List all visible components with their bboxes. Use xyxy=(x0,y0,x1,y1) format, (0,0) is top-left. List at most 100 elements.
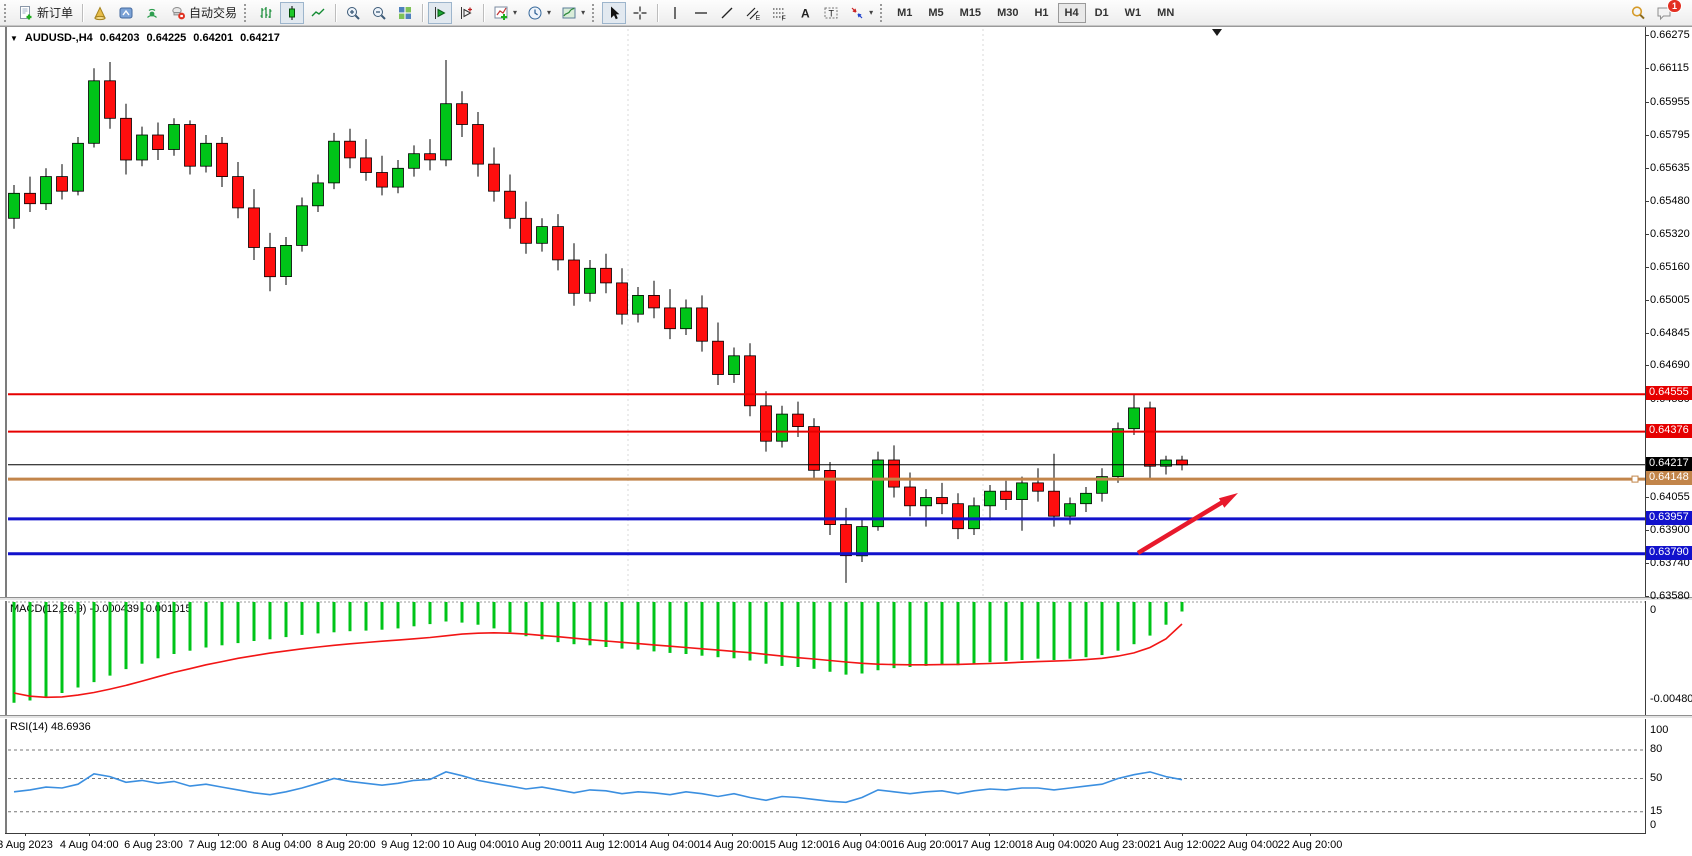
timeframe-button-M30[interactable]: M30 xyxy=(990,3,1025,23)
time-label: 6 Aug 23:00 xyxy=(124,839,183,851)
new-order-button[interactable]: 新订单 xyxy=(14,2,77,24)
time-tick xyxy=(796,833,797,836)
line-chart-button[interactable] xyxy=(306,2,330,24)
toolbar-separator xyxy=(657,3,659,22)
timeframe-button-M1[interactable]: M1 xyxy=(890,3,919,23)
toolbar-separator xyxy=(335,3,337,22)
time-tick xyxy=(1117,833,1119,836)
rsi-axis-tick: 0 xyxy=(1650,819,1657,831)
signals-button[interactable] xyxy=(140,2,164,24)
market-button[interactable] xyxy=(88,2,112,24)
level-label-0.64555: 0.64555 xyxy=(1646,386,1692,400)
main-toolbar: 新订单 自动交易 ▾ ▾ xyxy=(0,0,1692,26)
level-label-0.63957: 0.63957 xyxy=(1646,511,1692,525)
time-tick xyxy=(89,833,91,836)
candlestick-chart-button[interactable] xyxy=(280,1,305,24)
toolbar-grip[interactable] xyxy=(592,3,597,22)
price-tick: 0.63740 xyxy=(1645,557,1690,569)
price-tick: 0.65005 xyxy=(1645,294,1690,306)
text-icon: A xyxy=(801,6,810,20)
notifications-button[interactable]: 1 xyxy=(1652,0,1682,24)
price-tick: 0.65160 xyxy=(1645,261,1690,273)
trendline-button[interactable] xyxy=(715,2,739,24)
toolbar-grip[interactable] xyxy=(244,3,249,22)
panel-separator[interactable] xyxy=(0,597,1692,601)
chart-shift-button[interactable] xyxy=(454,2,478,24)
line-handle[interactable] xyxy=(1631,475,1639,483)
arrows-button[interactable]: ▾ xyxy=(845,2,877,24)
timeframe-button-H1[interactable]: H1 xyxy=(1027,3,1055,23)
templates-button[interactable]: ▾ xyxy=(557,2,589,24)
time-label: 3 Aug 2023 xyxy=(0,839,53,851)
macd-axis-tick: -0.004802 xyxy=(1650,693,1692,705)
timeframe-button-MN[interactable]: MN xyxy=(1150,3,1181,23)
horizontal-line-button[interactable] xyxy=(689,2,713,24)
zoom-in-button[interactable] xyxy=(341,2,365,24)
low-value: 0.64201 xyxy=(193,32,234,44)
vertical-line-button[interactable] xyxy=(663,2,687,24)
text-button[interactable]: A xyxy=(793,2,817,24)
text-label-icon: T xyxy=(824,7,838,18)
crosshair-button[interactable] xyxy=(628,2,652,24)
autotrading-label: 自动交易 xyxy=(189,6,238,20)
timeframe-button-H4[interactable]: H4 xyxy=(1057,2,1086,23)
trend-arrow-annotation[interactable] xyxy=(1136,493,1238,555)
new-order-label: 新订单 xyxy=(37,6,74,20)
timeframe-button-W1[interactable]: W1 xyxy=(1118,3,1149,23)
timeframe-button-D1[interactable]: D1 xyxy=(1088,3,1116,23)
time-tick xyxy=(25,833,26,836)
line-chart-icon xyxy=(311,8,325,16)
tile-windows-button[interactable] xyxy=(393,2,417,24)
macd-panel[interactable] xyxy=(8,600,1645,715)
macd-label: MACD(12,26,9) -0.000439 -0.001015 xyxy=(10,603,192,615)
zoom-in-icon xyxy=(347,6,360,20)
periods-button[interactable]: ▾ xyxy=(523,2,555,24)
rsi-axis-tick: 100 xyxy=(1650,724,1669,736)
time-tick xyxy=(603,833,605,836)
tile-windows-icon xyxy=(399,6,412,19)
auto-scroll-button[interactable] xyxy=(428,1,453,24)
autotrading-button[interactable]: 自动交易 xyxy=(166,2,241,24)
search-button[interactable] xyxy=(1626,2,1650,24)
time-label: 22 Aug 04:00 xyxy=(1213,839,1279,851)
metaeditor-button[interactable] xyxy=(114,2,138,24)
panel-separator[interactable] xyxy=(0,715,1692,719)
zoom-out-icon xyxy=(373,6,386,20)
time-tick xyxy=(924,833,926,836)
fibonacci-button[interactable]: F xyxy=(767,2,791,24)
time-label: 9 Aug 12:00 xyxy=(381,839,440,851)
toolbar-grip[interactable] xyxy=(880,3,885,22)
symbol-timeframe-label: AUDUSD-,H4 xyxy=(24,32,93,44)
timeframe-button-M15[interactable]: M15 xyxy=(953,3,988,23)
level-lines[interactable] xyxy=(8,393,1645,556)
price-tick: 0.63580 xyxy=(1645,590,1690,602)
high-value: 0.64225 xyxy=(146,32,187,44)
notification-badge: 1 xyxy=(1666,0,1682,13)
rsi-axis-tick: 50 xyxy=(1650,772,1663,784)
timeframe-button-M5[interactable]: M5 xyxy=(921,3,950,23)
chevron-down-icon: ▾ xyxy=(581,8,586,17)
time-label: 17 Aug 12:00 xyxy=(956,839,1022,851)
price-chart[interactable] xyxy=(8,29,1645,597)
toolbar-separator xyxy=(483,3,485,22)
chart-frame-bottom xyxy=(5,833,1646,834)
rsi-panel[interactable] xyxy=(8,718,1645,833)
chart-shift-marker-icon[interactable] xyxy=(1212,29,1222,36)
macd-axis-tick: 0 xyxy=(1650,604,1657,616)
toolbar-separator xyxy=(82,3,84,22)
bar-chart-button[interactable] xyxy=(254,2,278,24)
chart-ohlc-header: ▼ AUDUSD-,H4 0.64203 0.64225 0.64201 0.6… xyxy=(10,32,280,44)
template-icon xyxy=(562,7,576,18)
indicators-button[interactable]: ▾ xyxy=(489,2,521,24)
chart-window: ▼ AUDUSD-,H4 0.64203 0.64225 0.64201 0.6… xyxy=(0,26,1692,856)
price-axis-line xyxy=(1645,27,1646,834)
crosshair-icon xyxy=(633,6,647,19)
equidistant-channel-button[interactable]: E xyxy=(741,2,765,24)
cursor-button[interactable] xyxy=(602,1,627,24)
toolbar-grip[interactable] xyxy=(4,3,9,22)
collapse-triangle-icon[interactable]: ▼ xyxy=(10,33,18,43)
price-tick: 0.64690 xyxy=(1645,359,1690,371)
text-label-button[interactable]: T xyxy=(819,2,843,24)
candlesticks xyxy=(8,60,1188,583)
zoom-out-button[interactable] xyxy=(367,2,391,24)
